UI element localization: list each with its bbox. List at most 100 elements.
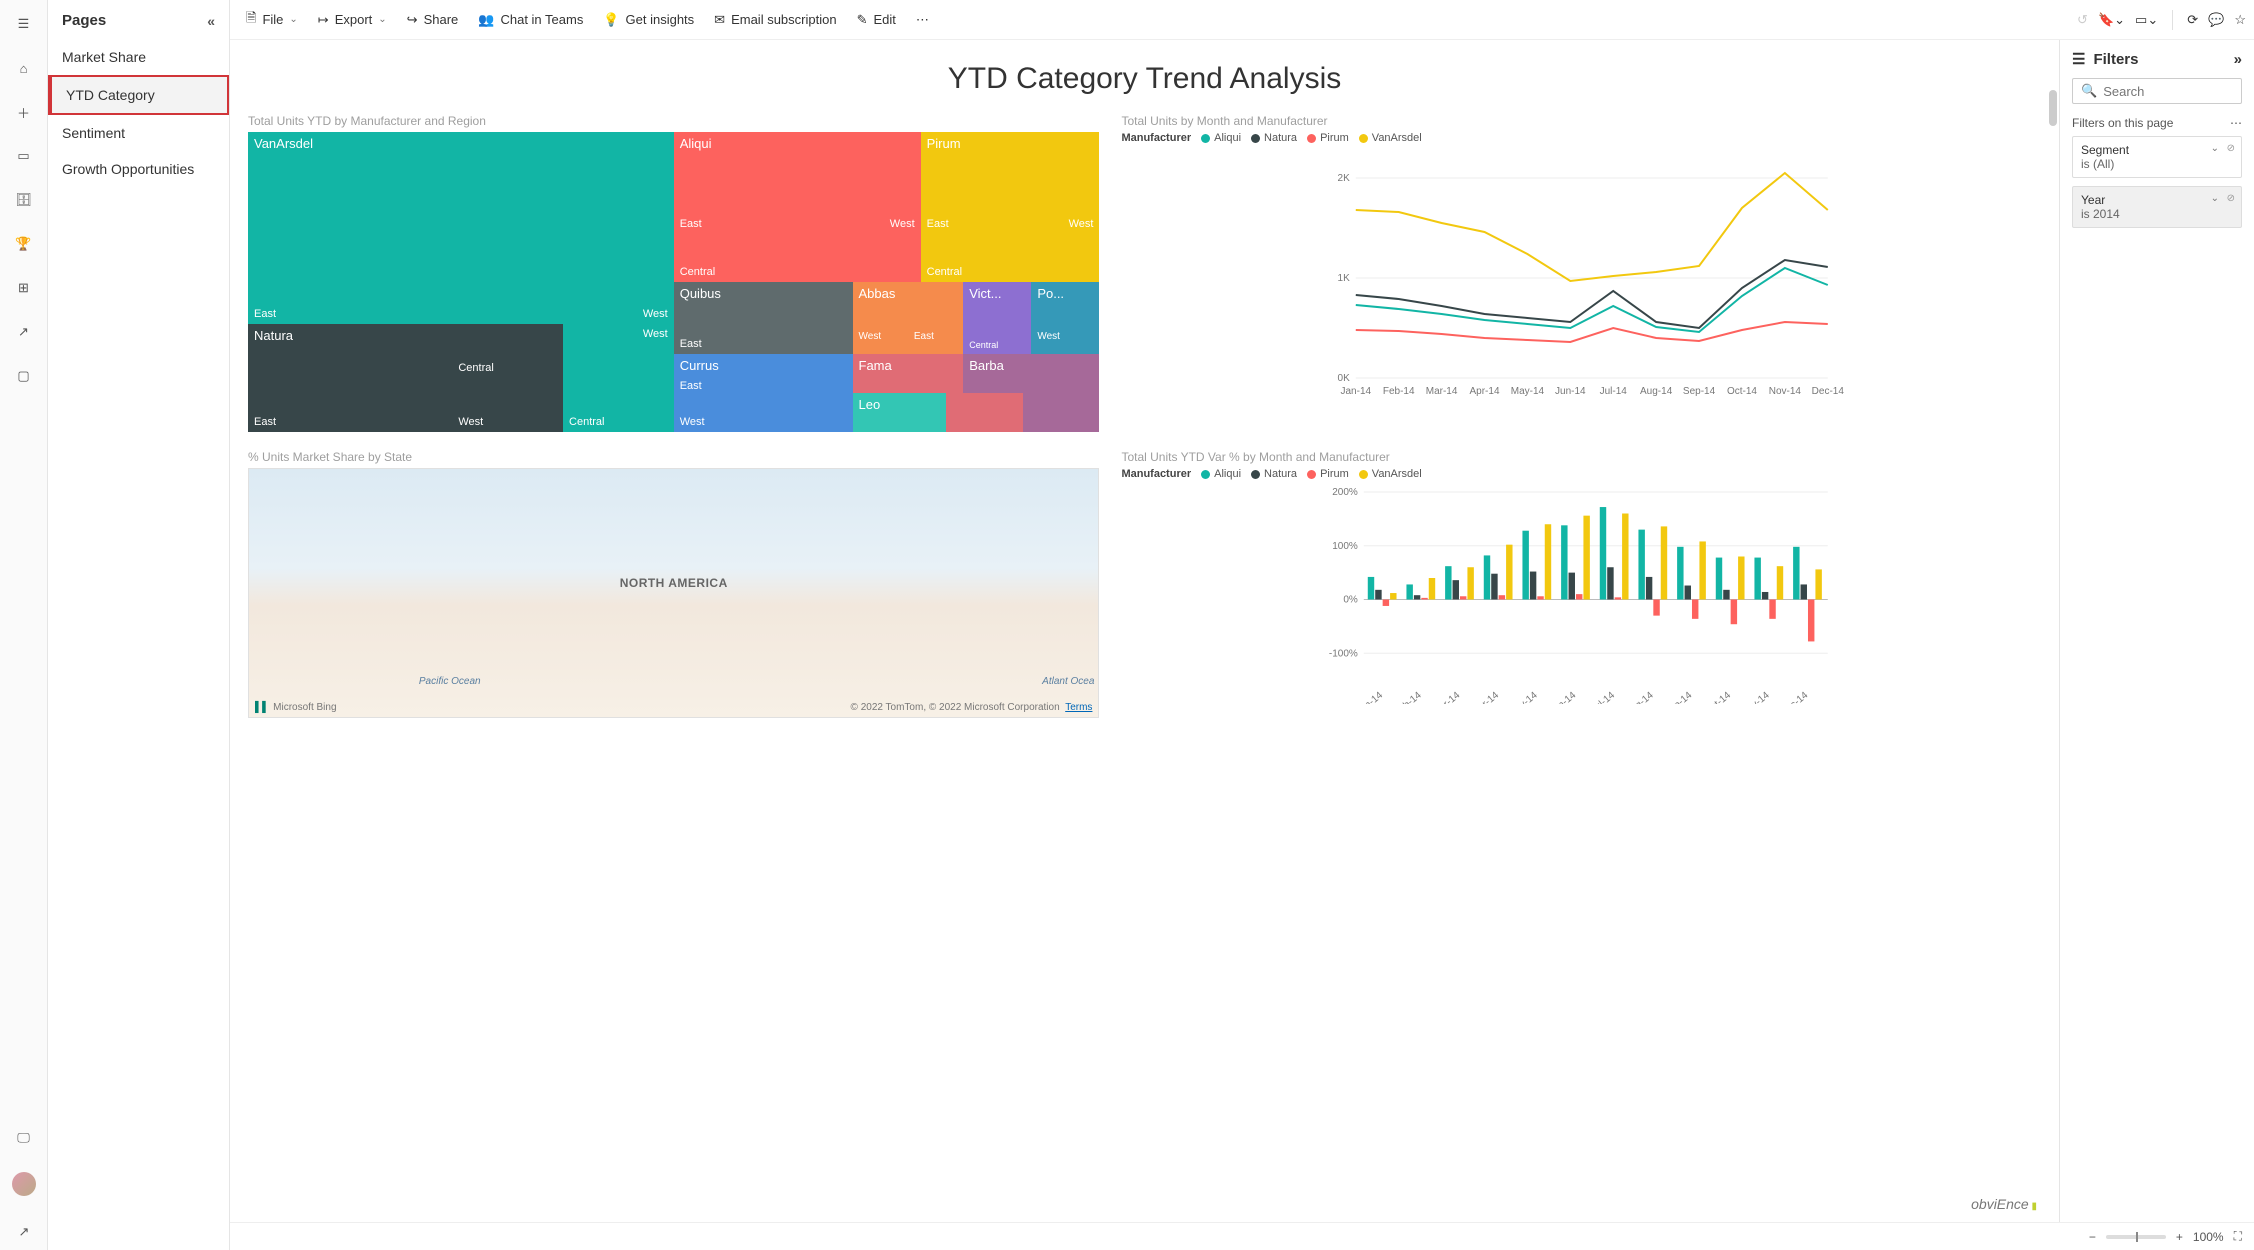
svg-text:May-14: May-14 bbox=[1511, 386, 1545, 397]
svg-text:Jul-14: Jul-14 bbox=[1600, 386, 1628, 397]
report-toolbar: 🗎 File ⌄ ↦ Export ⌄ ↪ Share 👥 Chat in Te… bbox=[230, 0, 2254, 40]
zoom-level: 100% bbox=[2193, 1230, 2224, 1244]
zoom-in-button[interactable]: + bbox=[2176, 1230, 2183, 1244]
apps-icon[interactable]: ⊞ bbox=[14, 278, 34, 298]
status-bar: − + 100% ⛶ bbox=[230, 1222, 2254, 1250]
filters-section-label: Filters on this page bbox=[2072, 116, 2173, 130]
bar-chart-visual[interactable]: Total Units YTD Var % by Month and Manuf… bbox=[1121, 450, 2041, 718]
refresh-icon[interactable]: ⟳ bbox=[2187, 12, 2198, 28]
monitor-icon[interactable]: 🖵 bbox=[14, 1128, 34, 1148]
data-icon[interactable]: 🗄 bbox=[14, 190, 34, 210]
page-tab[interactable]: YTD Category bbox=[48, 75, 229, 115]
filter-card[interactable]: Segmentis (All)⌄⊘ bbox=[2072, 136, 2242, 178]
svg-text:May-14: May-14 bbox=[1508, 690, 1541, 704]
svg-text:Aug-14: Aug-14 bbox=[1624, 690, 1656, 704]
scrollbar-thumb[interactable] bbox=[2049, 90, 2057, 126]
svg-text:Jul-14: Jul-14 bbox=[1590, 690, 1618, 704]
page-tab[interactable]: Sentiment bbox=[48, 115, 229, 151]
svg-text:Jan-14: Jan-14 bbox=[1355, 690, 1386, 704]
filter-card[interactable]: Yearis 2014⌄⊘ bbox=[2072, 186, 2242, 228]
map-area[interactable]: NORTH AMERICA Pacific Ocean Atlant Ocea … bbox=[248, 468, 1099, 718]
svg-text:2K: 2K bbox=[1338, 173, 1351, 184]
comment-icon[interactable]: 💬 bbox=[2208, 12, 2224, 28]
chevron-down-icon: ⌄ bbox=[378, 14, 386, 25]
filters-title: Filters bbox=[2093, 51, 2138, 68]
mail-icon: ✉ bbox=[714, 12, 725, 28]
learn-icon[interactable]: ▢ bbox=[14, 366, 34, 386]
terms-link[interactable]: Terms bbox=[1065, 702, 1092, 713]
svg-text:Feb-14: Feb-14 bbox=[1393, 690, 1425, 704]
reset-icon[interactable]: ↺ bbox=[2077, 12, 2088, 28]
svg-text:Sep-14: Sep-14 bbox=[1683, 386, 1716, 397]
collapse-pages-icon[interactable]: « bbox=[207, 13, 215, 29]
treemap-visual[interactable]: Total Units YTD by Manufacturer and Regi… bbox=[248, 114, 1099, 432]
pages-title: Pages bbox=[62, 12, 106, 29]
search-icon: 🔍 bbox=[2081, 83, 2097, 99]
report-title: YTD Category Trend Analysis bbox=[248, 62, 2041, 96]
browse-icon[interactable]: ▭ bbox=[14, 146, 34, 166]
share-button[interactable]: ↪ Share bbox=[399, 8, 467, 32]
edit-button[interactable]: ✎ Edit bbox=[849, 8, 904, 32]
zoom-out-button[interactable]: − bbox=[2089, 1230, 2096, 1244]
svg-text:Jan-14: Jan-14 bbox=[1341, 386, 1372, 397]
svg-text:Mar-14: Mar-14 bbox=[1426, 386, 1458, 397]
expand-filters-icon[interactable]: » bbox=[2234, 51, 2242, 68]
svg-text:Nov-14: Nov-14 bbox=[1769, 386, 1802, 397]
report-canvas: YTD Category Trend Analysis Total Units … bbox=[230, 40, 2059, 1222]
add-icon[interactable]: ＋ bbox=[14, 102, 34, 122]
svg-text:0%: 0% bbox=[1344, 595, 1359, 606]
viz-title: % Units Market Share by State bbox=[248, 450, 1099, 464]
export-icon: ↦ bbox=[318, 12, 329, 28]
bookmark-icon[interactable]: 🔖⌄ bbox=[2098, 12, 2125, 28]
expand-icon[interactable]: ↗ bbox=[14, 1222, 34, 1242]
left-nav-rail: ☰ ⌂ ＋ ▭ 🗄 🏆 ⊞ ↗ ▢ 🖵 ↗ bbox=[0, 0, 48, 1250]
svg-text:Apr-14: Apr-14 bbox=[1470, 386, 1500, 397]
map-attribution: ▌▌Microsoft Bing bbox=[255, 702, 337, 713]
menu-icon[interactable]: ☰ bbox=[14, 14, 34, 34]
svg-text:Dec-14: Dec-14 bbox=[1779, 690, 1811, 704]
file-icon: 🗎 bbox=[246, 9, 256, 31]
svg-text:Apr-14: Apr-14 bbox=[1471, 690, 1501, 704]
file-menu[interactable]: 🗎 File ⌄ bbox=[238, 5, 306, 35]
svg-text:Oct-14: Oct-14 bbox=[1703, 690, 1733, 704]
email-sub-button[interactable]: ✉ Email subscription bbox=[706, 8, 844, 32]
more-icon[interactable]: ⋯ bbox=[2230, 116, 2242, 130]
svg-text:Jun-14: Jun-14 bbox=[1548, 690, 1579, 704]
user-avatar[interactable] bbox=[12, 1172, 36, 1196]
page-tab[interactable]: Market Share bbox=[48, 39, 229, 75]
ocean-label: Atlant Ocea bbox=[1042, 676, 1094, 687]
home-icon[interactable]: ⌂ bbox=[14, 58, 34, 78]
map-copyright: © 2022 TomTom, © 2022 Microsoft Corporat… bbox=[851, 702, 1093, 713]
filter-search[interactable]: 🔍 bbox=[2072, 78, 2242, 104]
svg-text:Feb-14: Feb-14 bbox=[1383, 386, 1415, 397]
filter-search-input[interactable] bbox=[2103, 84, 2254, 99]
svg-text:100%: 100% bbox=[1333, 541, 1359, 552]
share-icon: ↪ bbox=[407, 12, 418, 28]
svg-text:Oct-14: Oct-14 bbox=[1727, 386, 1757, 397]
fit-page-icon[interactable]: ⛶ bbox=[2234, 1229, 2242, 1244]
export-menu[interactable]: ↦ Export ⌄ bbox=[310, 8, 395, 32]
insights-button[interactable]: 💡 Get insights bbox=[595, 8, 702, 32]
more-button[interactable]: ⋯ bbox=[908, 8, 937, 32]
filters-panel: ☰ Filters » 🔍 Filters on this page ⋯ Seg… bbox=[2059, 40, 2254, 1222]
view-icon[interactable]: ▭⌄ bbox=[2135, 12, 2158, 28]
viz-title: Total Units by Month and Manufacturer bbox=[1121, 114, 2041, 128]
svg-text:200%: 200% bbox=[1333, 487, 1359, 498]
metrics-icon[interactable]: 🏆 bbox=[14, 234, 34, 254]
svg-text:0K: 0K bbox=[1338, 373, 1351, 384]
pencil-icon: ✎ bbox=[857, 12, 868, 28]
svg-text:Jun-14: Jun-14 bbox=[1555, 386, 1586, 397]
pages-panel: Pages « Market ShareYTD CategorySentimen… bbox=[48, 0, 230, 1250]
svg-text:1K: 1K bbox=[1338, 273, 1351, 284]
favorite-icon[interactable]: ☆ bbox=[2234, 12, 2246, 28]
svg-text:-100%: -100% bbox=[1329, 648, 1358, 659]
chat-teams-button[interactable]: 👥 Chat in Teams bbox=[470, 8, 591, 32]
chevron-down-icon: ⌄ bbox=[289, 14, 297, 25]
svg-text:Dec-14: Dec-14 bbox=[1812, 386, 1845, 397]
svg-text:Mar-14: Mar-14 bbox=[1431, 690, 1463, 704]
page-tab[interactable]: Growth Opportunities bbox=[48, 151, 229, 187]
filter-icon: ☰ bbox=[2072, 50, 2085, 68]
map-visual[interactable]: % Units Market Share by State NORTH AMER… bbox=[248, 450, 1099, 718]
deploy-icon[interactable]: ↗ bbox=[14, 322, 34, 342]
line-chart-visual[interactable]: Total Units by Month and Manufacturer Ma… bbox=[1121, 114, 2041, 432]
